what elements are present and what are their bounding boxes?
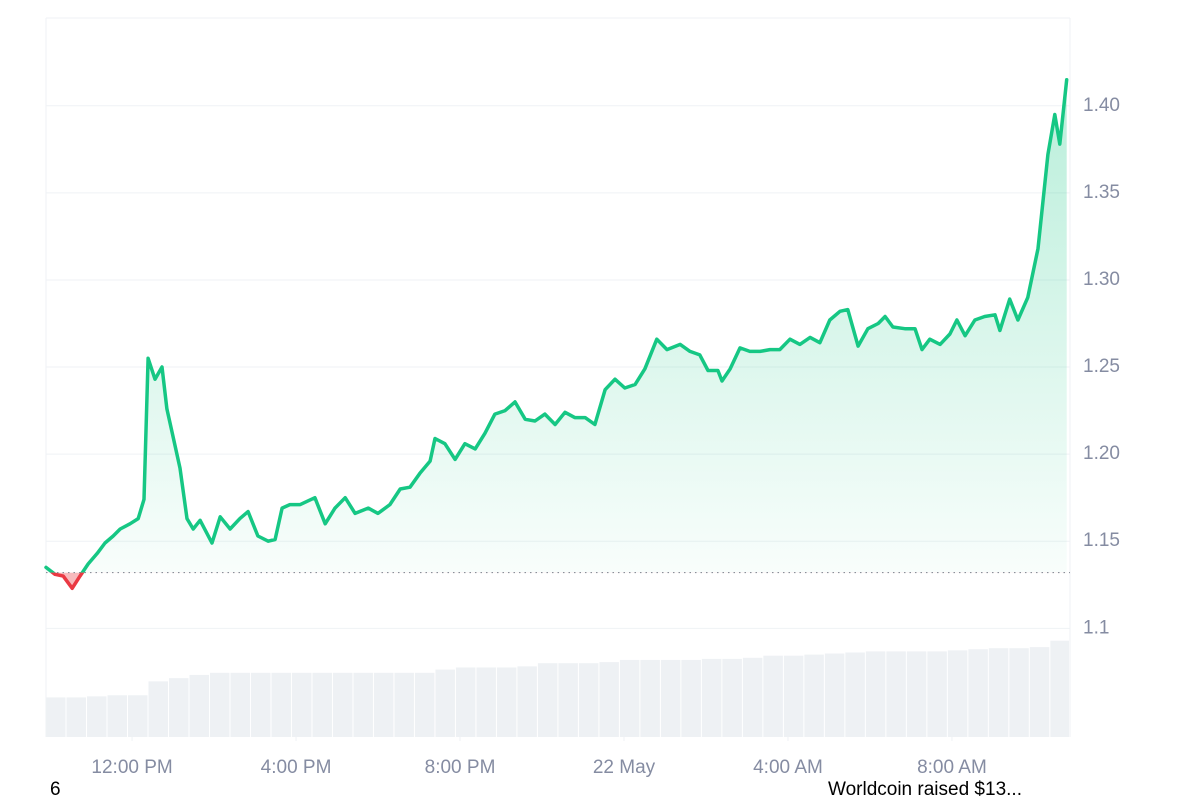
volume-bar [291,672,312,737]
volume-bar [619,659,640,737]
y-tick-label: 1.1 [1083,617,1109,638]
volume-bar [1050,640,1069,737]
price-line [44,77,1069,573]
volume-bar [599,662,619,737]
volume-bar [127,695,148,737]
volume-bar [537,663,558,737]
volume-bar [230,672,250,737]
y-tick-label: 1.35 [1083,182,1120,203]
volume-bar [414,672,435,737]
volume-bar [722,658,742,737]
area-up [46,79,1067,573]
volume-bar [373,672,394,737]
volume-bar [66,697,86,737]
volume-bar [1029,647,1050,737]
volume-bar [312,672,332,737]
y-tick-label: 1.15 [1083,530,1120,551]
volume-bar [46,697,66,737]
y-tick-label: 1.30 [1083,269,1120,290]
volume-bar [1009,648,1029,737]
volume-bar [660,659,681,737]
volume-bar [435,669,455,737]
volume-bar [476,667,496,737]
y-tick-label: 1.40 [1083,95,1120,116]
x-tick-label: 8:00 AM [917,757,987,778]
volume-bar [107,695,127,737]
volume-bar [988,648,1009,737]
volume-bar [168,678,189,737]
volume-bar [394,672,414,737]
volume-bar [783,655,804,737]
volume-bar [845,652,865,737]
volume-bar [332,672,353,737]
y-tick-label: 1.25 [1083,356,1120,377]
volume-bar [558,663,578,737]
volume-bar [250,672,271,737]
volume-bar [209,672,230,737]
x-tick-label: 4:00 AM [753,757,823,778]
volume-bar [824,653,845,737]
volume-bar [578,663,599,737]
volume-bar [86,696,107,737]
volume-bar [968,649,988,737]
volume-bar [742,657,763,737]
x-tick-label: 4:00 PM [261,757,332,778]
x-tick-label: 12:00 PM [91,757,172,778]
footer-right: Worldcoin raised $13... [828,779,1022,800]
volume-bar [947,650,968,737]
volume-bar [865,651,886,737]
volume-bar [271,672,291,737]
y-tick-label: 1.20 [1083,443,1120,464]
volume-bar [640,659,660,737]
volume-bar [353,672,373,737]
x-tick-label: 8:00 PM [425,757,496,778]
footer-left: 6 [50,779,61,800]
x-tick-label: 22 May [593,757,656,778]
volume-bar [927,651,947,737]
volume-bar [804,654,824,737]
volume-bar [455,667,476,737]
volume-bar [681,659,701,737]
volume-bar [701,658,722,737]
volume-bar [148,681,168,737]
volume-bar [886,651,906,737]
volume-bar [496,667,517,737]
volume-bar [763,655,783,737]
volume-bar [517,666,537,737]
volume-bar [189,674,209,737]
volume-bar [906,651,927,737]
